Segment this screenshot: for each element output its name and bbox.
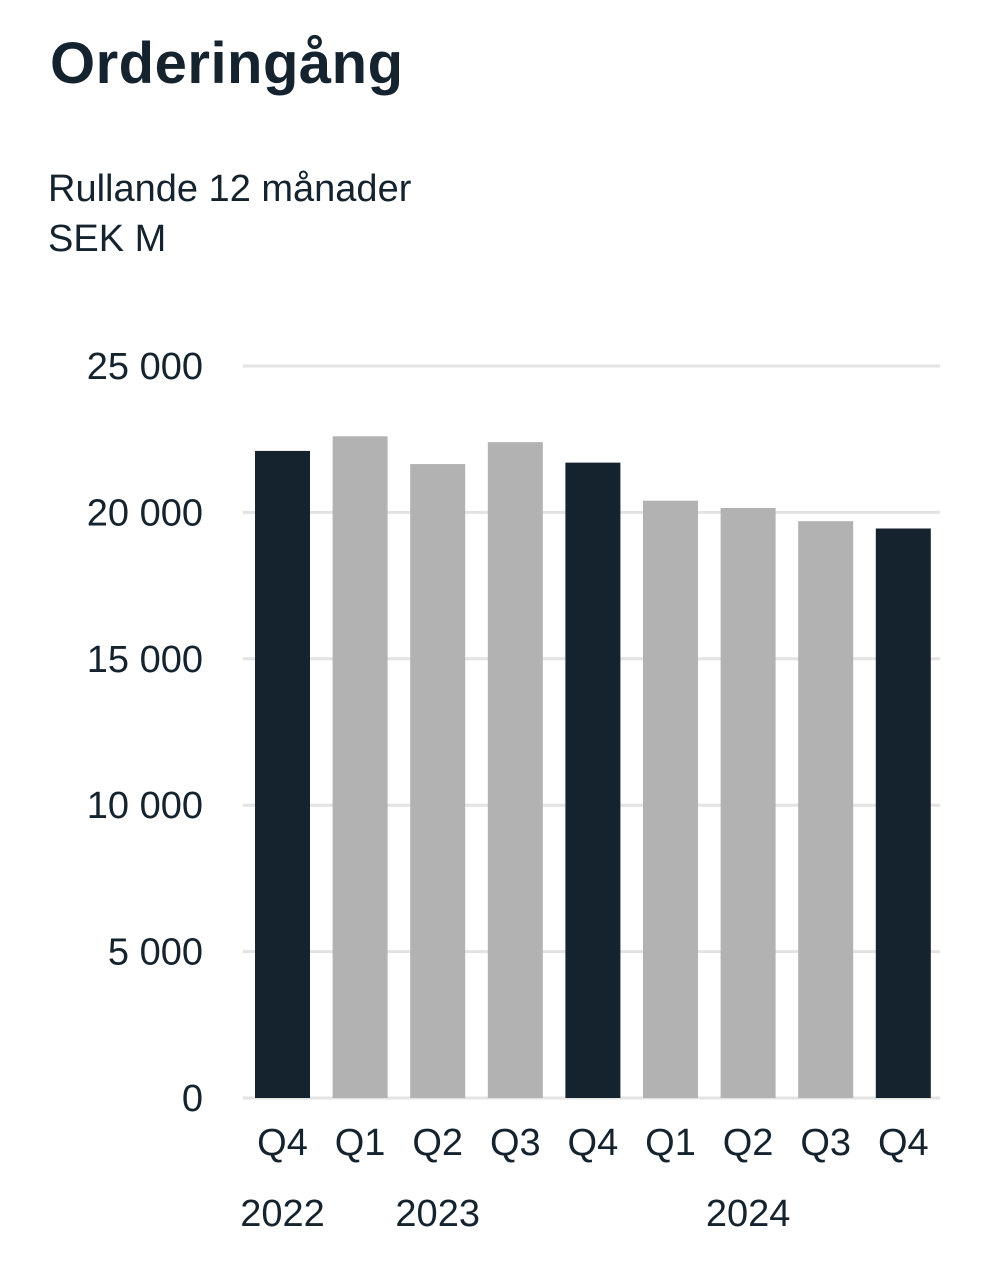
bar <box>720 508 776 1098</box>
chart-title: Orderingång <box>50 31 404 96</box>
y-tick-label: 20 000 <box>87 492 203 534</box>
x-tick-label: Q4 <box>878 1122 929 1164</box>
bar <box>332 436 388 1099</box>
x-tick-label: Q4 <box>257 1122 308 1164</box>
bar <box>487 442 543 1098</box>
bar <box>798 521 854 1098</box>
bar <box>255 450 310 1098</box>
year-label: 2023 <box>395 1193 480 1235</box>
x-tick-label: Q2 <box>412 1122 463 1164</box>
x-tick-label: Q4 <box>568 1122 619 1164</box>
year-label: 2024 <box>706 1193 791 1235</box>
chart-subtitle: Rullande 12 månader <box>48 168 412 210</box>
y-tick-label: 0 <box>182 1078 203 1120</box>
x-tick-label: Q2 <box>723 1122 774 1164</box>
chart-unit: SEK M <box>48 218 167 260</box>
y-tick-label: 15 000 <box>87 639 203 681</box>
x-tick-label: Q3 <box>800 1122 851 1164</box>
bar <box>410 464 466 1098</box>
year-label: 2022 <box>240 1193 325 1235</box>
y-tick-label: 5 000 <box>108 932 203 974</box>
x-tick-label: Q1 <box>645 1122 696 1164</box>
x-tick-label: Q3 <box>490 1122 541 1164</box>
bar <box>643 500 698 1098</box>
y-tick-label: 25 000 <box>87 346 203 388</box>
x-tick-label: Q1 <box>335 1122 386 1164</box>
y-tick-label: 10 000 <box>87 785 203 827</box>
bar <box>565 462 621 1098</box>
bar <box>875 528 931 1098</box>
